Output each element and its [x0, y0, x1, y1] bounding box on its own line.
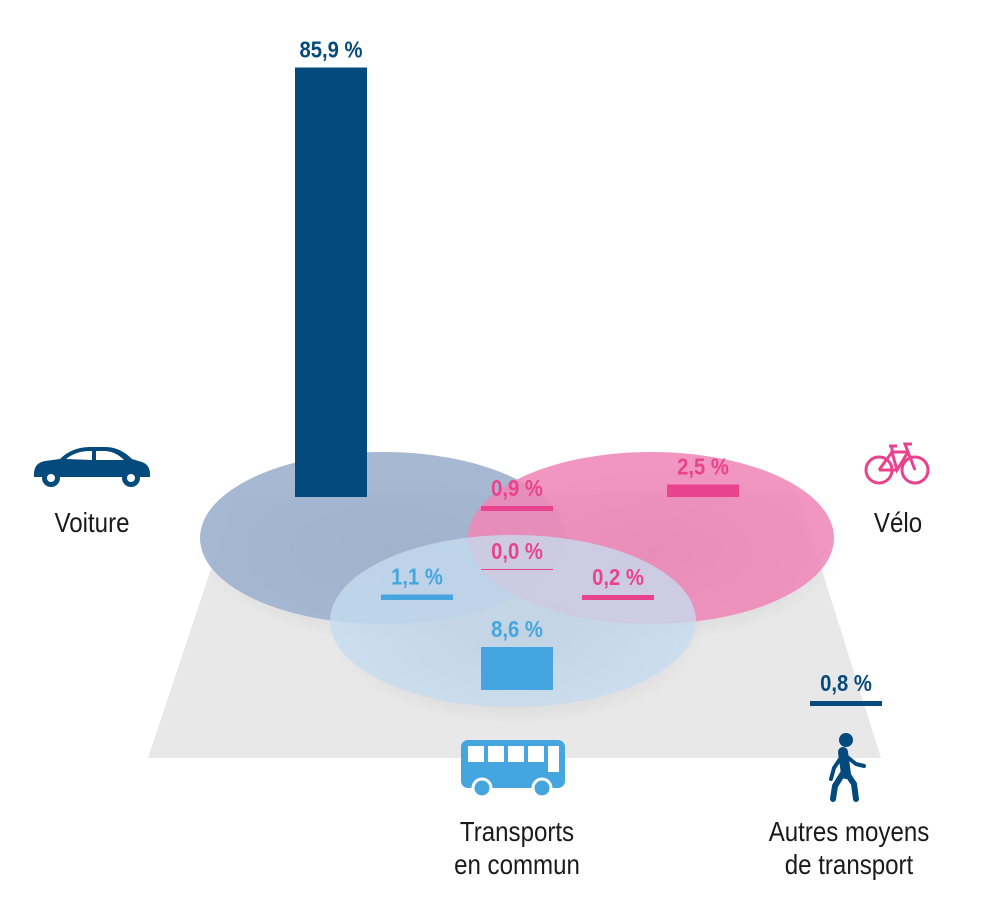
category-label-velo: Vélo — [873, 507, 923, 538]
category-label-voiture: Voiture — [54, 507, 130, 538]
value-label-transports-velo: 0,2 % — [592, 564, 644, 591]
bar-transports-velo-voiture — [481, 569, 553, 570]
value-label-velo-voiture: 0,9 % — [491, 475, 543, 502]
category-label-autres: Autres moyens de transport — [768, 816, 930, 880]
value-label-transports-velo-voiture: 0,0 % — [491, 538, 543, 565]
bar-velo-voiture — [481, 506, 553, 511]
bar-voiture — [295, 67, 367, 497]
pedestrian-icon — [829, 733, 866, 802]
bar-transports — [481, 647, 553, 690]
bars — [295, 67, 882, 706]
value-label-autres: 0,8 % — [820, 670, 872, 697]
venn-circles — [200, 452, 834, 707]
value-labels: 85,9 % 2,5 % 8,6 % 0,9 % 1,1 % 0,2 % 0,0 % 0,8 … — [299, 36, 871, 696]
value-label-voiture: 85,9 % — [299, 36, 362, 63]
category-label-transports: Transports en commun — [454, 816, 580, 880]
bar-autres — [810, 701, 882, 706]
value-label-transports: 8,6 % — [491, 616, 543, 643]
circle-transports — [330, 535, 696, 707]
car-icon — [34, 447, 150, 487]
category-icons — [34, 442, 930, 802]
value-label-velo: 2,5 % — [677, 453, 729, 480]
bar-transports-voiture — [381, 594, 453, 600]
value-label-transports-voiture: 1,1 % — [391, 563, 443, 590]
bus-icon — [461, 740, 565, 799]
bicycle-icon — [864, 442, 930, 485]
bar-transports-velo — [582, 595, 654, 600]
bar-velo — [667, 484, 739, 497]
